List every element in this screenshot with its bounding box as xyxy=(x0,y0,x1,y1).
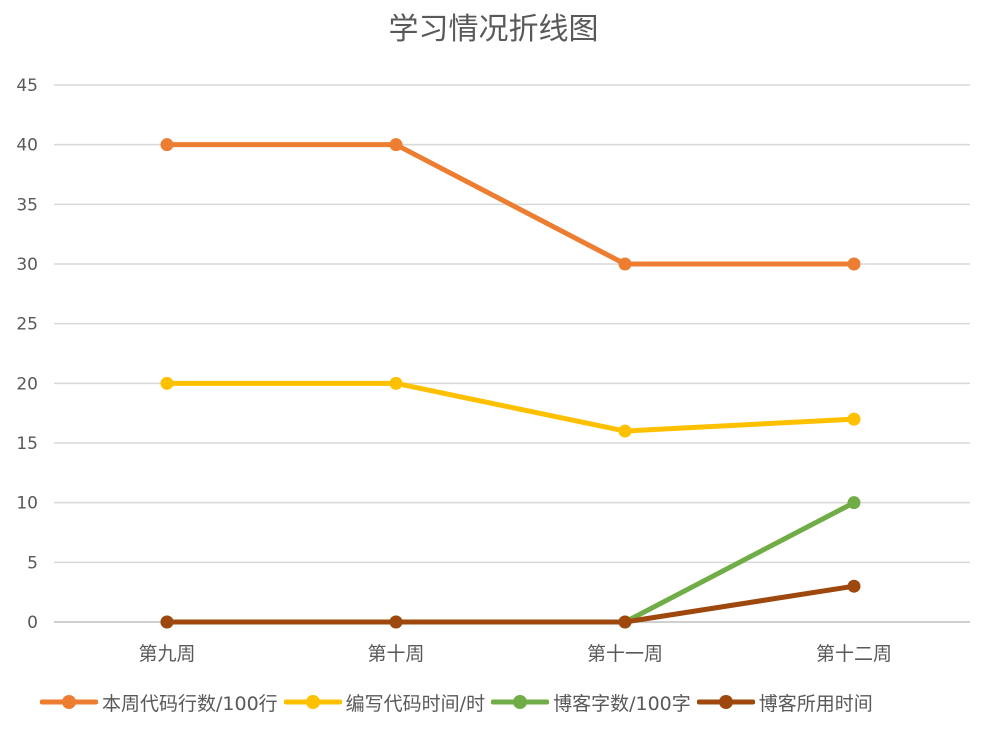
data-point xyxy=(847,412,861,426)
y-tick-label: 25 xyxy=(16,315,38,335)
y-tick-label: 40 xyxy=(16,136,38,156)
legend-label: 编写代码时间/时 xyxy=(345,692,486,715)
legend: 本周代码行数/100行 编写代码时间/时 博客字数/100字 博客所用时间 xyxy=(40,688,970,716)
series-1 xyxy=(160,138,861,271)
data-point xyxy=(618,257,632,271)
data-point xyxy=(618,615,632,629)
series-line xyxy=(164,380,857,434)
legend-label: 博客字数/100字 xyxy=(553,692,691,715)
data-point xyxy=(389,138,403,152)
y-axis-ticks: 0 5 10 15 20 25 30 35 40 45 xyxy=(16,76,38,633)
legend-marker-icon xyxy=(283,692,342,712)
data-point xyxy=(389,615,403,629)
data-point xyxy=(160,376,174,390)
y-tick-label: 0 xyxy=(27,613,38,633)
data-point xyxy=(389,376,403,390)
y-tick-label: 10 xyxy=(16,494,38,514)
line-chart: 0 5 10 15 20 25 30 35 40 45 第九周 第十周 第十一周 第十二周 xyxy=(16,76,970,665)
series-line xyxy=(164,583,857,625)
legend-label: 博客所用时间 xyxy=(758,692,873,715)
data-point xyxy=(847,579,861,593)
legend-marker-icon xyxy=(696,692,755,712)
y-tick-label: 30 xyxy=(16,255,38,275)
y-tick-label: 20 xyxy=(16,374,38,394)
legend-item: 博客所用时间 xyxy=(696,689,873,716)
y-tick-label: 35 xyxy=(16,195,38,215)
y-tick-label: 5 xyxy=(27,553,38,573)
x-axis-ticks: 第九周 第十周 第十一周 第十二周 xyxy=(138,643,892,665)
data-point xyxy=(847,496,861,510)
x-tick-label: 第十周 xyxy=(367,643,424,665)
legend-marker-icon xyxy=(491,692,550,712)
y-tick-label: 15 xyxy=(16,434,38,454)
series-lines xyxy=(160,138,861,629)
legend-label: 本周代码行数/100行 xyxy=(102,692,278,715)
gridlines xyxy=(54,84,970,623)
x-tick-label: 第十二周 xyxy=(816,643,892,665)
series-2 xyxy=(160,376,861,438)
y-tick-label: 45 xyxy=(16,76,38,96)
chart-title: 学习情况折线图 xyxy=(388,12,599,47)
data-point xyxy=(618,424,632,438)
legend-item: 本周代码行数/100行 xyxy=(40,689,278,716)
series-4 xyxy=(160,579,861,629)
legend-marker-icon xyxy=(40,692,98,712)
data-point xyxy=(160,138,174,152)
series-line xyxy=(164,142,857,267)
x-tick-label: 第十一周 xyxy=(587,643,663,665)
data-point xyxy=(847,257,861,271)
x-tick-label: 第九周 xyxy=(138,643,195,665)
legend-item: 博客字数/100字 xyxy=(491,689,691,716)
data-point xyxy=(160,615,174,629)
legend-item: 编写代码时间/时 xyxy=(283,689,486,716)
